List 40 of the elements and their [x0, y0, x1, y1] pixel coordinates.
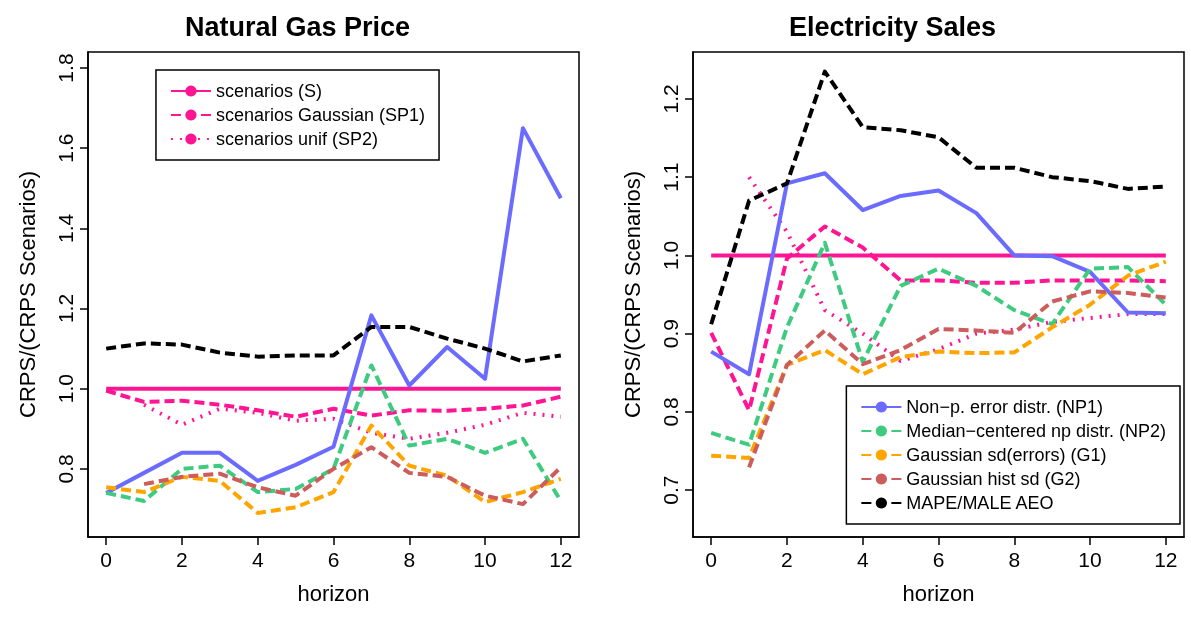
legend-label: Median−centered np distr. (NP2)	[906, 421, 1166, 441]
x-tick-label: 6	[327, 548, 340, 571]
x-tick-label: 0	[705, 548, 718, 571]
x-tick-label: 8	[1008, 548, 1021, 571]
chart-title: Natural Gas Price	[184, 11, 411, 42]
x-tick-label: 10	[473, 548, 497, 571]
y-tick-label: 1.6	[54, 133, 77, 163]
y-tick-label: 1.2	[659, 84, 682, 114]
y-tick-label: 0.7	[659, 475, 682, 505]
legend-label: scenarios unif (SP2)	[215, 129, 379, 149]
x-tick-label: 0	[100, 548, 113, 571]
x-tick-label: 12	[1154, 548, 1178, 571]
y-tick-label: 1.4	[54, 213, 77, 243]
x-tick-label: 10	[1078, 548, 1102, 571]
legend-label: scenarios (S)	[215, 81, 322, 101]
x-axis-title: horizon	[297, 580, 370, 606]
chart-title: Electricity Sales	[788, 11, 997, 42]
y-axis-title: CRPS/(CRPS Scenarios)	[14, 171, 40, 418]
x-tick-label: 12	[549, 548, 573, 571]
y-tick-label: 1.0	[659, 240, 682, 270]
y-tick-label: 1.2	[54, 293, 77, 324]
y-tick-label: 1.8	[54, 53, 77, 83]
legend-label: Non−p. error distr. (NP1)	[906, 397, 1103, 417]
x-tick-label: 4	[251, 548, 264, 571]
x-tick-label: 8	[403, 548, 416, 571]
y-tick-label: 0.8	[54, 454, 77, 484]
legend-label: scenarios Gaussian (SP1)	[215, 105, 426, 125]
x-tick-label: 4	[856, 548, 869, 571]
x-tick-label: 2	[176, 548, 188, 571]
legend-label: Gaussian sd(errors) (G1)	[906, 445, 1107, 465]
legend-label: MAPE/MALE AEO	[906, 493, 1054, 513]
legend-label: Gaussian hist sd (G2)	[906, 469, 1081, 489]
x-tick-label: 6	[932, 548, 945, 571]
y-tick-label: 0.8	[659, 397, 682, 427]
x-tick-label: 2	[781, 548, 793, 571]
y-axis-title: CRPS/(CRPS Scenarios)	[619, 171, 645, 418]
y-tick-label: 1.1	[659, 162, 682, 192]
x-axis-title: horizon	[902, 580, 975, 606]
y-tick-label: 1.0	[54, 374, 77, 404]
y-tick-label: 0.9	[659, 319, 682, 349]
